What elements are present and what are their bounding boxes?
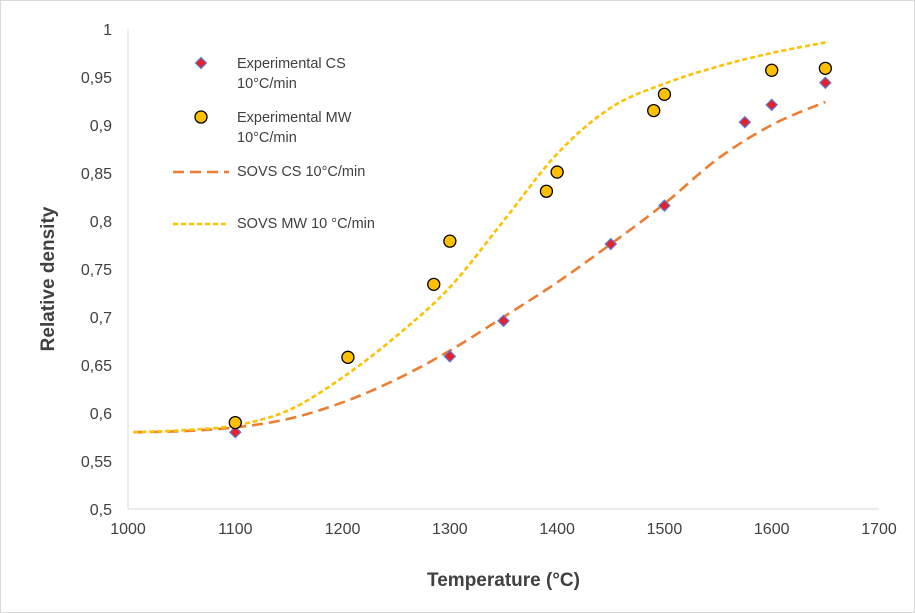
data-point-0 — [604, 237, 618, 251]
legend-label: Experimental CS 10°C/min — [237, 56, 346, 92]
x-tick-label: 1100 — [218, 521, 253, 538]
legend-label-line: SOVS MW 10 °C/min — [237, 216, 375, 232]
y-tick-label: 0,5 — [90, 502, 112, 519]
legend-entry-3: SOVS MW 10 °C/min — [173, 216, 375, 232]
data-point-0 — [819, 76, 832, 90]
data-point-1 — [443, 234, 457, 248]
data-point-1 — [818, 61, 833, 76]
x-tick-label: 1700 — [861, 521, 897, 538]
x-tick-labels: 1000 1100 1200 1300 1400 1500 1600 1700 — [110, 521, 897, 538]
data-point-1 — [341, 350, 355, 364]
legend-marker — [194, 110, 208, 124]
y-tick-label: 1 — [103, 22, 112, 39]
data-point-1 — [647, 103, 661, 118]
legend-label-line: 10°C/min — [237, 76, 297, 92]
data-point-0 — [228, 425, 242, 439]
x-tick-label: 1600 — [754, 521, 790, 538]
data-point-0 — [497, 314, 510, 328]
x-tick-label: 1000 — [110, 521, 146, 538]
legend-label-line: 10°C/min — [237, 130, 297, 146]
data-point-0 — [738, 115, 752, 129]
y-tick-label: 0,7 — [90, 310, 112, 327]
data-point-1 — [228, 415, 242, 430]
data-point-0 — [765, 98, 779, 112]
axes: 1000 1100 1200 1300 1400 1500 1600 1700 0,5 0,55… — [38, 22, 897, 591]
legend-entry-1: Experimental MW 10°C/min — [194, 110, 352, 146]
legend-label: SOVS CS 10°C/min — [237, 164, 365, 180]
legend-label: SOVS MW 10 °C/min — [237, 216, 375, 232]
y-axis-title: Relative density — [38, 206, 59, 351]
y-tick-label: 0,75 — [81, 262, 112, 279]
y-tick-label: 0,9 — [90, 118, 112, 135]
y-tick-label: 0,95 — [81, 70, 112, 87]
legend-label-line: Experimental MW — [237, 110, 352, 126]
data-point-1 — [427, 277, 441, 292]
data-point-1 — [765, 63, 779, 77]
y-tick-label: 0,55 — [81, 454, 112, 471]
y-tick-label: 0,65 — [81, 358, 112, 375]
data-point-1 — [539, 184, 554, 198]
data-point-0 — [658, 199, 671, 212]
data-point-1 — [550, 165, 564, 179]
x-tick-label: 1300 — [432, 521, 468, 538]
y-tick-label: 0,8 — [90, 214, 112, 231]
data-point-1 — [657, 87, 672, 101]
x-axis-title: Temperature (°C) — [427, 570, 580, 591]
legend-marker — [194, 56, 208, 70]
x-tick-label: 1200 — [325, 521, 361, 538]
data-point-0 — [443, 350, 457, 363]
y-tick-label: 0,6 — [90, 406, 112, 423]
legend-label-line: SOVS CS 10°C/min — [237, 164, 365, 180]
x-tick-label: 1500 — [647, 521, 683, 538]
legend-label: Experimental MW 10°C/min — [237, 110, 352, 146]
x-tick-label: 1400 — [539, 521, 575, 538]
y-tick-label: 0,85 — [81, 166, 112, 183]
series-line-3 — [133, 41, 826, 434]
legend-entry-0: Experimental CS 10°C/min — [194, 56, 346, 92]
legend-label-line: Experimental CS — [237, 56, 346, 72]
legend-entry-2: SOVS CS 10°C/min — [173, 164, 365, 180]
y-tick-labels: 0,5 0,55 0,6 0,65 0,7 0,75 0,8 0,85 0,9 0,95 1 — [81, 22, 112, 519]
legend: Experimental CS 10°C/min Experimental MW 10… — [173, 56, 375, 232]
series-layer — [133, 41, 833, 439]
series-line-2 — [133, 100, 826, 434]
